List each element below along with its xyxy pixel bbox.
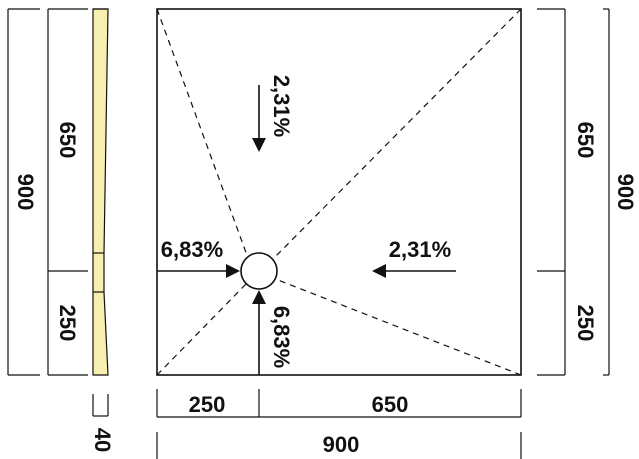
right-upper-label: 650 bbox=[573, 122, 598, 159]
plan-view bbox=[156, 8, 522, 376]
drain-circle-icon bbox=[240, 252, 278, 290]
left-segment-dimensions: 650 250 bbox=[47, 8, 88, 376]
slope-left-label: 6,83% bbox=[161, 237, 223, 262]
tray-outline bbox=[156, 8, 522, 376]
right-total-dimension: 900 bbox=[603, 8, 638, 376]
bottom-total-label: 900 bbox=[323, 432, 360, 457]
section-profile bbox=[92, 8, 109, 376]
right-segment-dimensions: 650 250 bbox=[537, 8, 598, 376]
left-total-label: 900 bbox=[13, 174, 38, 211]
thickness-label: 40 bbox=[90, 428, 115, 452]
slope-arrow-left bbox=[157, 264, 240, 278]
left-lower-label: 250 bbox=[55, 305, 80, 342]
bottom-right-label: 650 bbox=[372, 392, 409, 417]
left-upper-label: 650 bbox=[55, 122, 80, 159]
left-total-dimension: 900 bbox=[7, 8, 40, 376]
right-lower-label: 250 bbox=[573, 305, 598, 342]
slope-arrow-top bbox=[252, 85, 266, 152]
bottom-total-dimension: 900 bbox=[156, 432, 522, 459]
slope-bottom-label: 6,83% bbox=[269, 306, 294, 368]
bottom-left-label: 250 bbox=[189, 392, 226, 417]
slope-top-label: 2,31% bbox=[269, 75, 294, 137]
slope-right-label: 2,31% bbox=[389, 237, 451, 262]
slope-arrow-right bbox=[372, 264, 456, 278]
thickness-dimension: 40 bbox=[90, 394, 115, 452]
slope-arrow-bottom bbox=[252, 290, 266, 375]
right-total-label: 900 bbox=[613, 174, 638, 211]
bottom-segment-dimensions: 250 650 bbox=[156, 389, 522, 418]
